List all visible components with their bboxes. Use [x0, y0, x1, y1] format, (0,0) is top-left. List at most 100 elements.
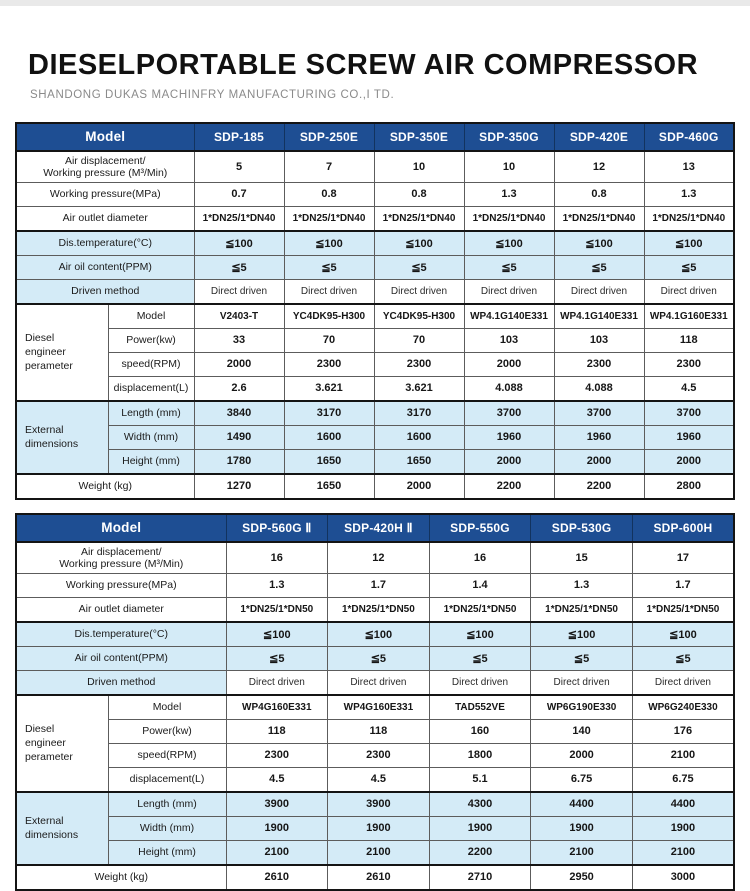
speed-value: 2000: [463, 351, 555, 377]
air_outlet-value: 1*DN25/1*DN40: [463, 205, 555, 232]
width-value: 1960: [643, 424, 735, 450]
length-value: 3900: [327, 790, 430, 817]
speed-value: 2300: [283, 351, 375, 377]
weight-value: 1650: [283, 472, 375, 500]
spec-row-speed: speed(RPM) 2300 2300 1800 2000 2100: [16, 742, 735, 768]
model-name-header: SDP-420E: [553, 122, 645, 152]
working_pressure-value: 1.3: [530, 572, 633, 598]
length-value: 4300: [428, 790, 532, 817]
air_displacement-value: 12: [553, 150, 645, 183]
air_oil-value: ≦5: [373, 254, 465, 280]
length-value: 4400: [530, 790, 633, 817]
air_outlet-value: 1*DN25/1*DN40: [553, 205, 645, 232]
engine_model-value: WP4G160E331: [327, 693, 430, 720]
width-value: 1900: [225, 815, 329, 841]
power-value: 160: [428, 718, 532, 744]
spec-row-air_oil: Air oil content(PPM) ≦5 ≦5 ≦5 ≦5 ≦5: [15, 645, 735, 671]
engine_model-value: WP4.1G140E331: [553, 302, 645, 329]
driven_method-value: Direct driven: [193, 278, 285, 305]
driven_method-value: Direct driven: [283, 278, 375, 305]
air_displacement-value: 7: [283, 150, 375, 183]
model-name-header: SDP-350G: [463, 122, 555, 152]
speed-value: 2000: [193, 351, 285, 377]
power-value: 33: [193, 327, 285, 353]
dis_temperature-value: ≦100: [530, 620, 633, 647]
spec-row-driven_method: Driven method Direct driven Direct driven D…: [15, 669, 735, 696]
row-label-weight: Weight (kg): [15, 472, 195, 500]
power-value: 118: [225, 718, 329, 744]
row-label-dis_temperature: Dis.temperature(°C): [15, 229, 195, 256]
spec-row-width: Width (mm) 1490 1600 1600 1960 1960 1960: [16, 424, 735, 450]
driven_method-value: Direct driven: [530, 669, 633, 696]
power-value: 176: [631, 718, 735, 744]
air_displacement-value: 16: [225, 541, 329, 574]
displacement-value: 6.75: [631, 766, 735, 793]
working_pressure-value: 1.7: [631, 572, 735, 598]
working_pressure-value: 0.8: [373, 181, 465, 207]
width-value: 1600: [373, 424, 465, 450]
displacement-value: 3.621: [283, 375, 375, 402]
speed-value: 2300: [225, 742, 329, 768]
spec-table-1: Model SDP-185 SDP-250E SDP-350E SDP-350G SDP-…: [15, 121, 735, 500]
width-value: 1900: [428, 815, 532, 841]
model-name-header: SDP-420H Ⅱ: [327, 513, 430, 543]
spec-row-driven_method: Driven method Direct driven Direct driven D…: [15, 278, 735, 305]
row-label-length: Length (mm): [107, 399, 195, 426]
height-value: 2200: [428, 839, 532, 866]
width-value: 1960: [463, 424, 555, 450]
engine_model-value: WP4G160E331: [225, 693, 329, 720]
spec-row-air_outlet: Air outlet diameter 1*DN25/1*DN40 1*DN25/1…: [15, 205, 735, 232]
row-label-width: Width (mm): [107, 815, 227, 841]
air_oil-value: ≦5: [428, 645, 532, 671]
air_oil-value: ≦5: [631, 645, 735, 671]
height-value: 2100: [327, 839, 430, 866]
width-value: 1900: [327, 815, 430, 841]
air_displacement-value: 12: [327, 541, 430, 574]
length-value: 3840: [193, 399, 285, 426]
engine_model-value: WP6G190E330: [530, 693, 633, 720]
working_pressure-value: 1.3: [225, 572, 329, 598]
spec-row-dis_temperature: Dis.temperature(°C) ≦100 ≦100 ≦100 ≦100 ≦100 ≦…: [15, 229, 735, 256]
height-value: 2000: [643, 448, 735, 475]
weight-value: 2000: [373, 472, 465, 500]
row-label-height: Height (mm): [107, 448, 195, 475]
height-value: 2100: [225, 839, 329, 866]
spec-row-weight: Weight (kg) 1270 1650 2000 2200 2200 2800: [15, 472, 735, 500]
dis_temperature-value: ≦100: [193, 229, 285, 256]
spec-tables-container: Model SDP-185 SDP-250E SDP-350E SDP-350G SDP-…: [0, 101, 750, 891]
height-value: 2100: [530, 839, 633, 866]
width-value: 1490: [193, 424, 285, 450]
weight-value: 2610: [327, 863, 430, 891]
speed-value: 2300: [643, 351, 735, 377]
weight-value: 2710: [428, 863, 532, 891]
row-label-height: Height (mm): [107, 839, 227, 866]
row-label-air_oil: Air oil content(PPM): [15, 645, 227, 671]
row-label-power: Power(kw): [107, 718, 227, 744]
group-label-length: External dimensions: [15, 399, 109, 475]
row-label-working_pressure: Working pressure(MPa): [15, 572, 227, 598]
row-label-air_displacement: Air displacement/ Working pressure (M³/M…: [15, 150, 195, 183]
air_displacement-value: 5: [193, 150, 285, 183]
air_oil-value: ≦5: [283, 254, 375, 280]
working_pressure-value: 0.8: [553, 181, 645, 207]
dis_temperature-value: ≦100: [553, 229, 645, 256]
model-name-header: SDP-550G: [428, 513, 532, 543]
weight-value: 2950: [530, 863, 633, 891]
power-value: 103: [553, 327, 645, 353]
displacement-value: 4.5: [225, 766, 329, 793]
dis_temperature-value: ≦100: [428, 620, 532, 647]
spec-row-length: External dimensions Length (mm) 3840 3170 31…: [15, 399, 735, 475]
height-value: 2000: [553, 448, 645, 475]
row-label-power: Power(kw): [107, 327, 195, 353]
spec-row-length: External dimensions Length (mm) 3900 3900 43…: [15, 790, 735, 866]
spec-row-engine_model: Diesel engineer perameter Model WP4G160E33…: [15, 693, 735, 793]
model-name-header: SDP-600H: [631, 513, 735, 543]
air_oil-value: ≦5: [553, 254, 645, 280]
driven_method-value: Direct driven: [428, 669, 532, 696]
page-title: DIESELPORTABLE SCREW AIR COMPRESSOR: [28, 49, 699, 81]
page-header: DIESELPORTABLE SCREW AIR COMPRESSOR SHAN…: [0, 6, 750, 101]
air_oil-value: ≦5: [193, 254, 285, 280]
speed-value: 1800: [428, 742, 532, 768]
row-label-speed: speed(RPM): [107, 742, 227, 768]
row-label-speed: speed(RPM): [107, 351, 195, 377]
